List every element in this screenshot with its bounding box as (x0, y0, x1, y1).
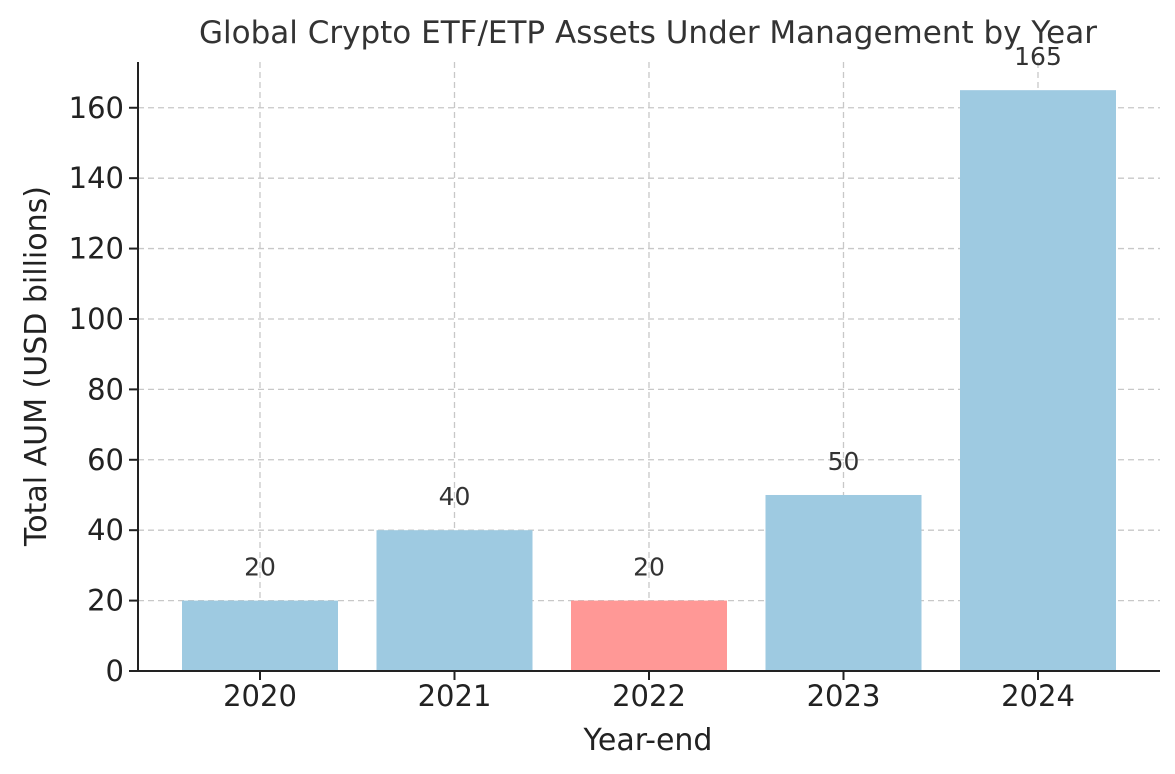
x-tick-label: 2020 (223, 679, 297, 713)
chart-title: Global Crypto ETF/ETP Assets Under Manag… (199, 15, 1097, 51)
data-label-2021: 40 (439, 482, 471, 511)
bar-2021 (376, 530, 533, 671)
x-tick-label: 2023 (807, 679, 881, 713)
y-tick-label: 100 (69, 302, 124, 336)
x-axis-title: Year-end (583, 723, 713, 758)
y-tick-label: 0 (106, 654, 124, 688)
axes-layer (129, 62, 1160, 680)
data-label-2023: 50 (828, 447, 860, 476)
data-label-2024: 165 (1014, 42, 1062, 71)
y-tick-label: 20 (87, 584, 124, 618)
y-tick-label: 140 (69, 161, 124, 195)
y-tick-label: 160 (69, 91, 124, 125)
bar-2023 (765, 494, 922, 671)
data-label-2022: 20 (633, 553, 665, 582)
y-tick-label: 120 (69, 232, 124, 266)
data-label-2020: 20 (244, 553, 276, 582)
x-tick-label: 2024 (1001, 679, 1075, 713)
y-tick-label: 40 (87, 513, 124, 547)
labels-layer: 0204060801001201401602020204020212020225… (69, 42, 1075, 713)
x-tick-label: 2022 (612, 679, 686, 713)
x-tick-label: 2021 (418, 679, 492, 713)
bar-2024 (960, 90, 1116, 671)
bars-layer (182, 90, 1116, 671)
bar-2022 (571, 600, 727, 671)
y-tick-label: 80 (87, 372, 124, 406)
y-axis-title: Total AUM (USD billions) (19, 186, 54, 547)
bar-2020 (182, 600, 338, 671)
y-tick-label: 60 (87, 443, 124, 477)
